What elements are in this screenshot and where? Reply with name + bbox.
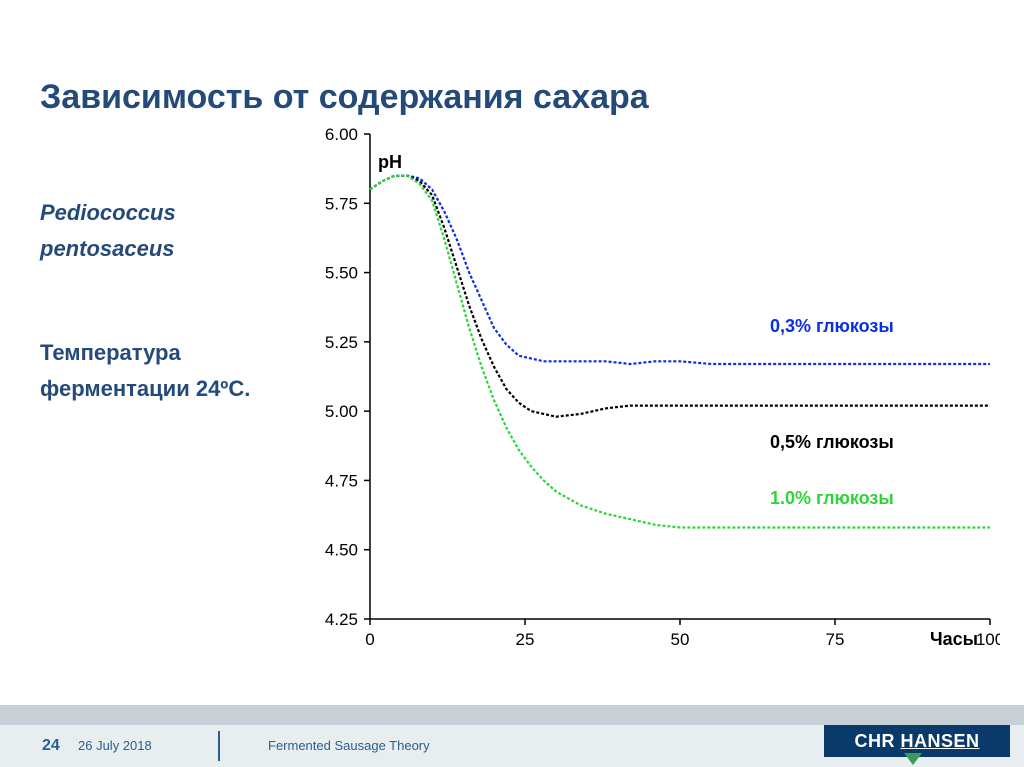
- svg-text:4.50: 4.50: [325, 541, 358, 560]
- logo-text: CHR HANSEN: [854, 731, 979, 752]
- svg-text:5.75: 5.75: [325, 194, 358, 213]
- footer: 24 26 July 2018 Fermented Sausage Theory…: [0, 705, 1024, 767]
- slide-number: 24: [42, 737, 60, 755]
- svg-text:5.00: 5.00: [325, 402, 358, 421]
- svg-text:0: 0: [365, 630, 374, 649]
- x-axis-label: Часы: [930, 629, 978, 650]
- organism-name-line1: Pediococcus: [40, 200, 300, 226]
- slide-title: Зависимость от содержания сахара: [40, 78, 649, 117]
- temperature-line1: Температура: [40, 340, 340, 366]
- svg-text:5.25: 5.25: [325, 333, 358, 352]
- logo-triangle-icon: [904, 753, 922, 765]
- series-label-03: 0,3% глюкозы: [770, 316, 894, 337]
- logo-text-2: HANSEN: [901, 731, 980, 751]
- temperature-line2: ферментации 24ºС.: [40, 376, 340, 402]
- footer-date: 26 July 2018: [78, 738, 152, 753]
- svg-text:4.25: 4.25: [325, 610, 358, 629]
- svg-text:25: 25: [516, 630, 535, 649]
- svg-text:50: 50: [671, 630, 690, 649]
- svg-text:4.75: 4.75: [325, 471, 358, 490]
- footer-subtitle: Fermented Sausage Theory: [268, 738, 430, 753]
- y-axis-label: pH: [378, 152, 402, 173]
- slide: Зависимость от содержания сахара Pedioco…: [0, 0, 1024, 767]
- svg-text:5.50: 5.50: [325, 264, 358, 283]
- footer-separator: [218, 731, 220, 761]
- series-label-05: 0,5% глюкозы: [770, 432, 894, 453]
- ph-chart: 4.25 4.50 4.75 5.00 5.25 5.50 5.75 6.00 0 25 50 75 1…: [320, 124, 1000, 664]
- logo-text-1: CHR: [854, 731, 895, 751]
- svg-text:75: 75: [826, 630, 845, 649]
- organism-name-line2: pentosaceus: [40, 236, 300, 262]
- logo: CHR HANSEN: [820, 721, 1010, 763]
- series-label-10: 1.0% глюкозы: [770, 488, 894, 509]
- svg-text:100: 100: [976, 630, 1000, 649]
- svg-text:6.00: 6.00: [325, 125, 358, 144]
- chart-svg: 4.25 4.50 4.75 5.00 5.25 5.50 5.75 6.00 0 25 50 75 1…: [320, 124, 1000, 664]
